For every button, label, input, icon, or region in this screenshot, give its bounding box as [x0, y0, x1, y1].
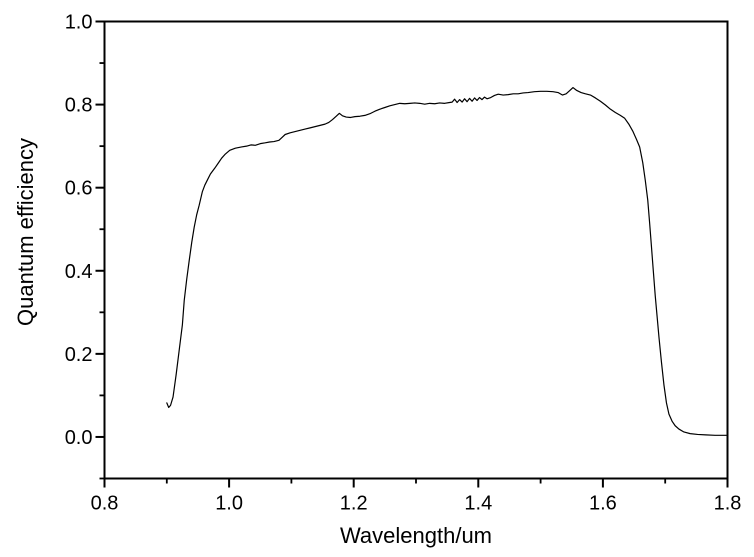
y-tick-label: 0.2 [65, 344, 93, 366]
y-tick-label: 0.4 [65, 261, 93, 283]
y-tick-label: 1.0 [65, 12, 93, 34]
y-axis-title: Quantum efficiency [13, 138, 38, 326]
x-tick-label: 1.0 [215, 493, 243, 515]
x-tick-label: 1.8 [714, 493, 742, 515]
x-tick-label: 1.6 [589, 493, 617, 515]
x-tick-label: 1.2 [340, 493, 368, 515]
quantum-efficiency-curve [166, 86, 727, 436]
plot-frame [103, 20, 729, 480]
y-tick-label: 0.0 [65, 427, 93, 449]
x-tick-label: 0.8 [91, 493, 119, 515]
y-tick-label: 0.6 [65, 178, 93, 200]
x-axis-title: Wavelength/um [339, 523, 493, 548]
y-tick-label: 0.8 [65, 95, 93, 117]
x-tick-label: 1.4 [464, 493, 492, 515]
